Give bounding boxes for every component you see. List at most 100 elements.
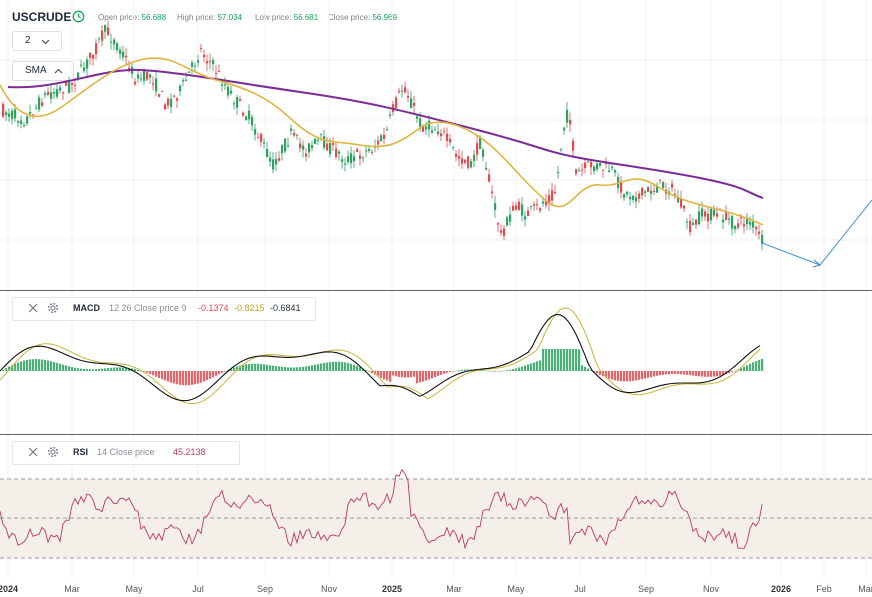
chevron-down-icon bbox=[41, 39, 50, 45]
candle-body bbox=[203, 54, 206, 58]
time-axis[interactable]: 2024 Mar May Jul Sep Nov 2025 Mar May Jul Sep Nov 20… bbox=[0, 579, 872, 597]
candle-body bbox=[242, 112, 245, 116]
candle-body bbox=[683, 205, 686, 209]
candle-body bbox=[539, 208, 542, 211]
macd-histogram-bar bbox=[8, 366, 11, 371]
macd-histogram-bar bbox=[365, 369, 368, 371]
candle-body bbox=[59, 87, 62, 91]
sma-slow-line bbox=[7, 68, 764, 199]
macd-histogram-bar bbox=[566, 349, 569, 371]
candle-body bbox=[275, 158, 278, 165]
macd-params: 12 26 Close price 9 bbox=[109, 303, 187, 313]
candle-body bbox=[725, 212, 728, 220]
candle-body bbox=[2, 103, 5, 117]
macd-histogram-bar bbox=[692, 371, 695, 376]
macd-histogram-bar bbox=[659, 371, 662, 376]
candle-body bbox=[194, 65, 197, 67]
macd-histogram-bar bbox=[218, 371, 221, 375]
candle-body bbox=[365, 150, 368, 152]
pane-divider[interactable] bbox=[0, 434, 872, 435]
symbol-name[interactable]: USCRUDE bbox=[12, 10, 72, 24]
candle-body bbox=[476, 143, 479, 155]
macd-histogram-bar bbox=[311, 365, 314, 371]
candle-body bbox=[557, 172, 560, 174]
candle-body bbox=[332, 143, 335, 146]
macd-histogram-bar bbox=[752, 362, 755, 371]
macd-histogram-bar bbox=[386, 371, 389, 381]
macd-histogram-bar bbox=[74, 367, 77, 371]
macd-histogram-bar bbox=[2, 369, 5, 371]
candle-body bbox=[458, 156, 461, 159]
macd-histogram-bar bbox=[230, 368, 233, 371]
interval-value: 2 bbox=[25, 35, 31, 46]
macd-histogram-bar bbox=[26, 359, 29, 371]
macd-histogram-bar bbox=[392, 371, 395, 376]
candle-body bbox=[422, 126, 425, 132]
sma-indicator-toggle[interactable]: SMA bbox=[12, 61, 74, 81]
macd-histogram-bar bbox=[206, 371, 209, 381]
candle-body bbox=[542, 201, 545, 204]
price-chart[interactable] bbox=[0, 0, 872, 290]
candle-body bbox=[671, 183, 674, 188]
macd-histogram-bar bbox=[557, 349, 560, 371]
candle-body bbox=[572, 140, 575, 151]
rsi-chart[interactable] bbox=[0, 435, 872, 579]
macd-histogram-bar bbox=[677, 371, 680, 375]
candle-body bbox=[20, 120, 23, 124]
candle-body bbox=[56, 89, 59, 97]
candle-body bbox=[641, 187, 644, 196]
close-icon[interactable] bbox=[27, 302, 39, 314]
macd-histogram-bar bbox=[629, 371, 632, 382]
candle-body bbox=[113, 39, 116, 45]
close-icon[interactable] bbox=[27, 446, 39, 458]
candle-body bbox=[347, 156, 350, 162]
candle-body bbox=[221, 84, 224, 86]
time-axis-tick: May bbox=[507, 584, 525, 594]
candle-body bbox=[752, 221, 755, 228]
macd-histogram-bar bbox=[641, 371, 644, 380]
macd-histogram-bar bbox=[590, 370, 593, 371]
pane-divider[interactable] bbox=[0, 290, 872, 291]
candle-body bbox=[488, 174, 491, 182]
gear-icon[interactable] bbox=[47, 302, 59, 314]
candle-body bbox=[599, 162, 602, 166]
candle-body bbox=[533, 204, 536, 206]
sma-label: SMA bbox=[25, 65, 47, 76]
candle-body bbox=[377, 140, 380, 145]
candle-body bbox=[26, 116, 29, 124]
candle-body bbox=[656, 185, 659, 193]
candle-body bbox=[95, 43, 98, 55]
candle-body bbox=[569, 119, 572, 125]
macd-histogram-bar bbox=[269, 365, 272, 371]
macd-histogram-bar bbox=[266, 364, 269, 371]
macd-value-2: -0.8215 bbox=[234, 303, 265, 313]
clock-icon[interactable] bbox=[72, 10, 85, 23]
macd-histogram-bar bbox=[518, 367, 521, 371]
macd-histogram-bar bbox=[449, 371, 452, 372]
macd-histogram-bar bbox=[329, 362, 332, 371]
macd-histogram-bar bbox=[116, 367, 119, 371]
candle-body bbox=[524, 216, 527, 220]
candle-body bbox=[437, 131, 440, 135]
candle-body bbox=[83, 67, 86, 72]
candle-body bbox=[740, 217, 743, 219]
interval-select[interactable]: 2 bbox=[12, 31, 62, 51]
macd-histogram-bar bbox=[308, 365, 311, 371]
candle-body bbox=[647, 187, 650, 192]
macd-histogram-bar bbox=[614, 371, 617, 381]
macd-histogram-bar bbox=[137, 369, 140, 371]
macd-histogram-bar bbox=[281, 366, 284, 371]
macd-histogram-bar bbox=[92, 369, 95, 371]
gear-icon[interactable] bbox=[47, 446, 59, 458]
macd-histogram-bar bbox=[419, 371, 422, 383]
candle-body bbox=[737, 223, 740, 228]
macd-chart[interactable] bbox=[0, 291, 872, 434]
macd-histogram-bar bbox=[608, 371, 611, 379]
candle-body bbox=[455, 154, 458, 157]
candle-body bbox=[116, 43, 119, 51]
candle-body bbox=[311, 145, 314, 149]
macd-histogram-bar bbox=[452, 371, 455, 372]
macd-histogram-bar bbox=[512, 369, 515, 371]
macd-histogram-bar bbox=[407, 371, 410, 378]
macd-histogram-bar bbox=[254, 363, 257, 371]
